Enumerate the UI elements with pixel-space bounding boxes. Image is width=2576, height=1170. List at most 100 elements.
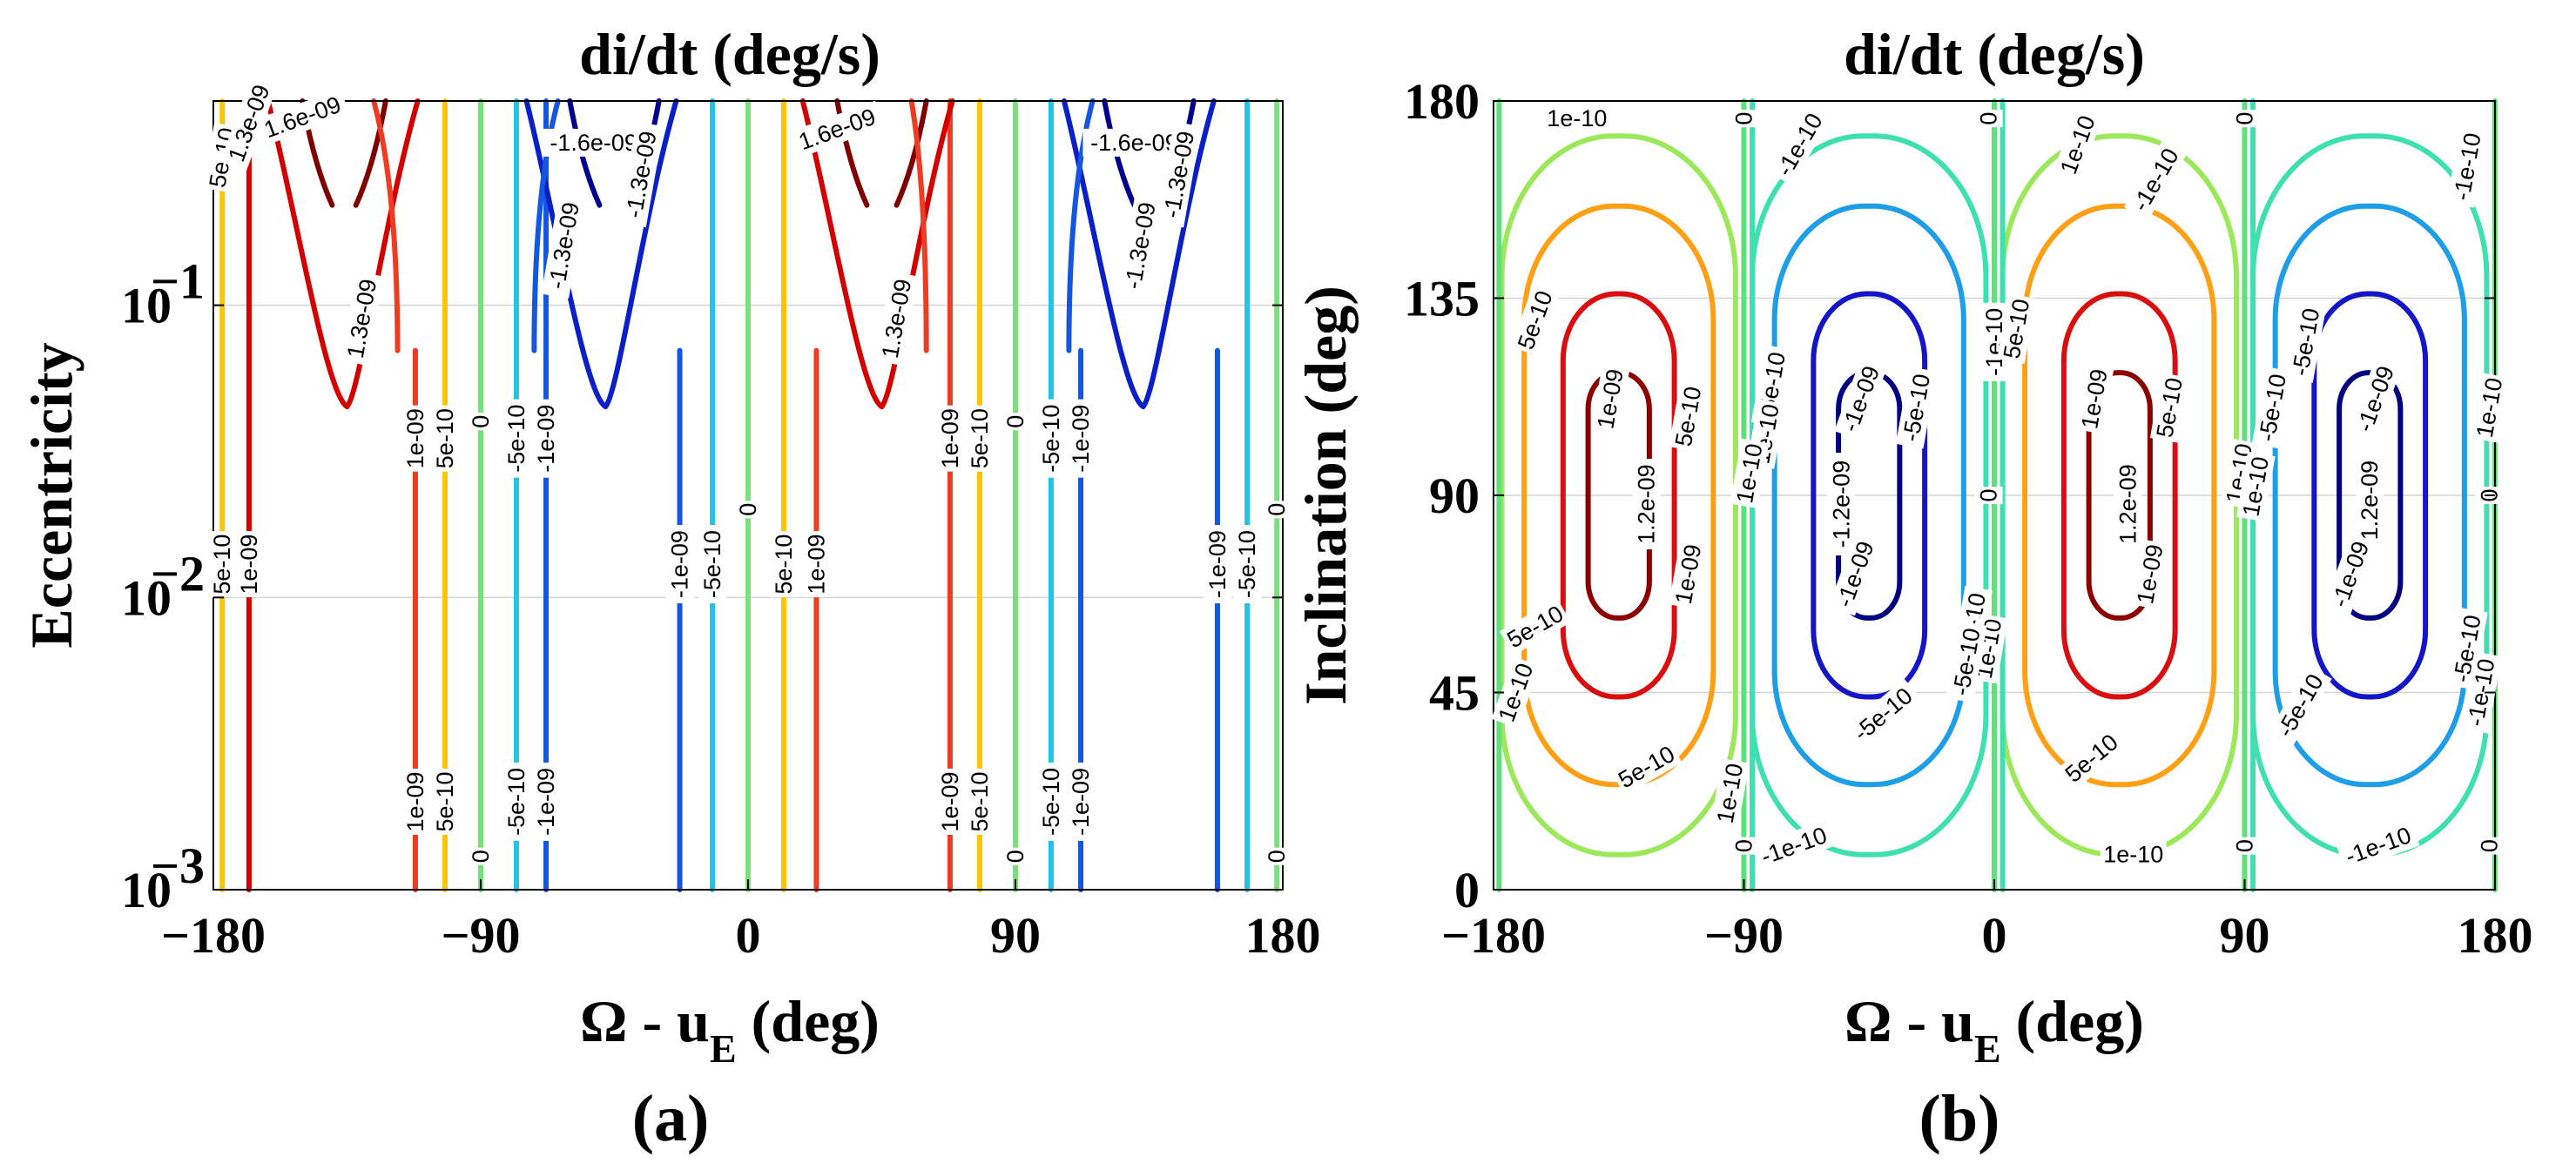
contour-label-b: -5e-10 <box>1898 372 1935 443</box>
contour-top-a <box>908 98 929 353</box>
contour-curve-a <box>265 98 421 410</box>
y-tick-exponent-a: −1 <box>151 253 205 310</box>
y-tick-label-b: 45 <box>1429 665 1480 722</box>
x-axis-label-b: Ω - uE (deg) <box>1844 988 2144 1071</box>
contour-arc-a <box>894 98 929 208</box>
contour-label-a: -1e-09 <box>667 530 693 598</box>
contour-ring-b <box>2086 370 2153 621</box>
contour-label-a: -1e-09 <box>1068 405 1094 473</box>
contour-label-a: 0 <box>1264 503 1290 516</box>
y-ticks-b: 0 45 90 135 180 <box>1404 73 2495 918</box>
x-tick-label-b: 180 <box>2458 907 2533 964</box>
contour-label-a: -1e-09 <box>533 405 559 473</box>
contour-label-a: -5e-10 <box>1234 530 1260 598</box>
contour-label-a: 0 <box>468 415 494 428</box>
y-axis-label-b: Inclination (deg) <box>1292 286 1359 705</box>
chart-title-a: di/dt (deg/s) <box>579 21 880 87</box>
y-tick-exponent-a: −2 <box>151 545 205 602</box>
contour-ring-b <box>2311 291 2429 700</box>
contour-label-b: 1e-09 <box>2132 542 2168 606</box>
contour-label-b: 1e-10 <box>1547 105 1607 131</box>
contour-labels-a: 5e-101.3e-091.6e-091e-095e-100-5e-10-1e-… <box>202 76 1291 865</box>
x-ticks-a: −180 −90 0 90 180 <box>161 879 1321 964</box>
x-axis-label-b-sub: E <box>1974 1026 2001 1071</box>
contour-label-a: 1e-09 <box>236 535 262 595</box>
contour-label-a: 0 <box>1002 415 1028 428</box>
x-tick-label-b: 90 <box>2220 907 2270 964</box>
contour-label-a: -5e-10 <box>1038 768 1064 836</box>
x-tick-label-a: 0 <box>736 907 761 964</box>
x-tick-label-b: 0 <box>1982 907 2007 964</box>
y-axis-label-a: Eccentricity <box>18 342 84 648</box>
x-axis-label-b-main: Ω - u <box>1844 988 1974 1054</box>
contour-curve-a <box>1061 98 1217 410</box>
contour-label-a: -1.6e-09 <box>1090 130 1178 156</box>
x-axis-label-a-unit <box>737 988 752 1054</box>
contour-ring-b <box>2022 203 2217 788</box>
contour-label-a: -1.3e-09 <box>1120 200 1161 291</box>
contour-arc-a <box>353 98 388 208</box>
caption-b: (b) <box>1919 1082 2000 1155</box>
contour-label-a: 1e-09 <box>402 408 428 468</box>
contour-label-b: 1.2e-09 <box>1634 464 1660 544</box>
contour-label-a: -5e-10 <box>699 530 725 598</box>
x-tick-label-a: 90 <box>990 907 1041 964</box>
contour-label-b: -1e-09 <box>1837 362 1885 435</box>
contour-label-a: -5e-10 <box>503 768 529 836</box>
contour-label-b: -1.2e-09 <box>2357 461 2383 548</box>
contour-label-b: 0 <box>1731 839 1757 852</box>
contour-label-b: 1e-10 <box>2471 376 2508 440</box>
contour-top-a <box>371 98 401 353</box>
contour-label-a: 0 <box>1002 850 1028 863</box>
contour-label-a: 5e-10 <box>432 771 458 831</box>
contour-label-a: -5e-10 <box>503 405 529 473</box>
panel-b: 1e-10 0 -1e-10 0 1e-10 -1e-100-1e-105e-101e-0… <box>1292 21 2533 1155</box>
contour-label-a: 5e-10 <box>967 408 993 468</box>
x-tick-label-b: −180 <box>1441 907 1546 964</box>
contour-label-a: -1e-09 <box>1204 530 1231 598</box>
contour-label-b: -1e-10 <box>2342 822 2415 870</box>
x-axis-label-a-sub: E <box>710 1026 737 1071</box>
y-ticks-a: 10−310−210−1 <box>121 253 1283 918</box>
contour-top-a <box>1066 98 1096 353</box>
contour-label-a: 0 <box>1264 850 1290 863</box>
x-axis-label-a-main: Ω - u <box>580 988 710 1054</box>
contour-label-b: -5e-10 <box>1948 626 1986 697</box>
contour-top-a <box>531 98 561 353</box>
x-ticks-b: −180 −90 0 90 180 <box>1441 879 2533 964</box>
contour-label-a: -1e-09 <box>533 768 559 836</box>
y-tick-label-b: 90 <box>1429 467 1480 524</box>
contour-label-a: 5e-10 <box>967 771 993 831</box>
y-tick-label-b: 180 <box>1404 73 1480 130</box>
contour-arc-a <box>567 98 603 208</box>
contour-ring-b <box>2272 203 2467 788</box>
contour-ring-b <box>2060 291 2178 700</box>
contour-label-b: 1e-10 <box>2055 112 2101 178</box>
contour-label-a: 1e-09 <box>937 408 963 468</box>
contour-label-b: -1e-09 <box>2326 538 2374 611</box>
panel-a: 5e-101.3e-091.6e-091e-095e-100-5e-10-1e-… <box>18 21 1321 1155</box>
contour-label-b: -1e-10 <box>1757 822 1831 870</box>
contour-label-a: -1.6e-09 <box>550 130 637 156</box>
contour-label-a: 5e-10 <box>771 535 797 595</box>
x-axis-label-b-unit <box>2001 988 2016 1054</box>
contour-label-b: 1e-10 <box>2103 842 2163 868</box>
contour-label-b: 5e-10 <box>1614 741 1679 794</box>
x-tick-label-a: −180 <box>161 907 266 964</box>
y-tick-label-b: 0 <box>1454 862 1480 918</box>
contour-label-a: 5e-10 <box>209 535 235 595</box>
contour-label-a: 1e-09 <box>937 771 963 831</box>
contour-ring-b <box>1771 203 1966 788</box>
contour-label-b: 0 <box>1976 112 2002 125</box>
contour-label-b: -5e-10 <box>2254 372 2291 443</box>
x-tick-label-a: 180 <box>1245 907 1321 964</box>
y-tick-label-b: 135 <box>1404 271 1480 327</box>
contour-label-b: 5e-10 <box>2151 376 2188 440</box>
contour-label-b: -1e-10 <box>2128 144 2184 216</box>
contour-label-a: 1e-09 <box>803 535 829 595</box>
contour-label-b: -1e-10 <box>2449 131 2486 202</box>
contour-label-b: 0 <box>1976 488 2002 501</box>
caption-a: (a) <box>632 1082 710 1155</box>
contour-label-a: 0 <box>735 503 761 516</box>
contour-ring-b <box>1811 291 1928 700</box>
